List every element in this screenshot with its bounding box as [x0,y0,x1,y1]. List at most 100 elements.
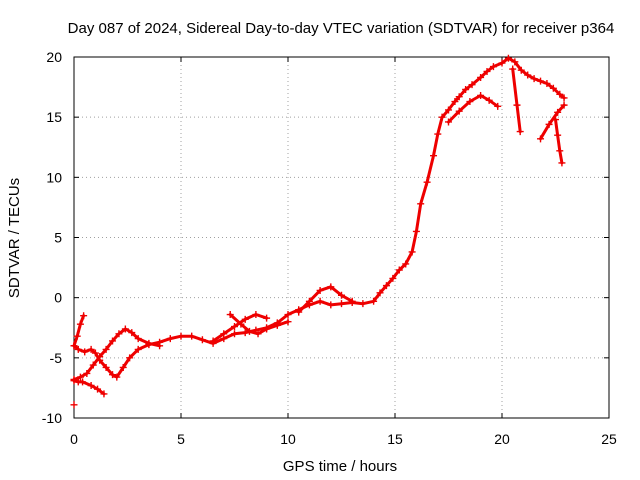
series-line [72,56,566,379]
data-point [284,311,292,319]
data-point [73,332,81,340]
data-point [102,363,110,371]
data-point [305,297,313,305]
data-point [134,345,142,353]
data-point [445,118,452,126]
data-point [359,300,367,308]
data-point [198,336,206,344]
data-point [245,327,253,335]
data-point [511,58,519,66]
data-point [231,323,238,331]
series-line [554,118,564,165]
data-point [554,131,562,139]
data-point [560,94,568,102]
data-point [237,320,245,328]
data-point [376,289,384,297]
data-point [516,128,524,136]
data-point [389,274,397,282]
data-point [412,227,420,235]
series-branch-c [552,116,566,167]
data-point [126,354,134,362]
data-point [74,345,82,353]
y-axis-label: SDTVAR / TECUs [6,178,23,298]
data-point [109,337,117,345]
data-point [530,75,538,83]
data-point [483,67,491,75]
data-point [231,330,238,338]
data-point [489,63,497,71]
data-point [327,283,335,291]
data-point [89,361,97,369]
data-point [504,54,512,62]
data-point [177,332,185,340]
data-point [338,300,345,308]
data-point [455,93,463,101]
data-point [128,329,136,337]
data-point [417,200,425,208]
data-point [423,178,431,186]
data-point [119,363,127,371]
x-tick-label: 15 [387,431,403,447]
x-tick-label: 10 [280,431,296,447]
data-point [76,320,84,328]
data-point [466,98,474,106]
data-point [554,108,562,116]
series-cross-trace-c [295,283,356,316]
data-point [327,301,335,309]
data-point [558,159,566,167]
series-branch-d [537,101,568,143]
data-point [209,337,217,345]
axis-ticks: 0 5 10 15 20 25 -10 -5 0 5 10 15 20 [42,49,617,447]
y-tick-label: -10 [42,410,62,426]
data-point [145,339,153,347]
data-point [451,98,459,106]
data-point [241,329,249,337]
data-point [252,311,260,319]
data-point [477,92,485,100]
data-point [241,315,249,323]
data-point [115,330,123,338]
data-point [517,66,525,74]
y-tick-label: 15 [46,109,62,125]
data-point [70,401,78,409]
data-point [402,260,410,268]
data-point [254,330,262,338]
series-isolated [70,401,78,409]
x-tick-label: 25 [601,431,617,447]
y-tick-label: 10 [46,169,62,185]
x-tick-label: 5 [177,431,185,447]
chart-title: Day 087 of 2024, Sidereal Day-to-day VTE… [68,20,615,37]
series-branch-b [509,65,524,136]
data-point [408,248,416,256]
y-tick-label: 20 [46,49,62,65]
data-point [295,308,303,316]
data-point [263,325,271,333]
y-tick-label: 5 [54,230,62,246]
data-point [96,353,104,361]
y-tick-label: 0 [54,290,62,306]
data-point [166,335,174,343]
data-point [462,85,470,93]
data-point [438,113,446,121]
series-branch-a [445,92,502,126]
data-point [537,77,545,85]
grid-lines [74,57,609,418]
data-point [80,312,88,320]
x-tick-label: 20 [494,431,510,447]
series-line [72,314,86,348]
data-point [70,342,78,350]
data-point [494,102,502,110]
series-early-spike [70,312,88,350]
data-point [94,385,102,393]
data-point [316,286,324,294]
series-main-trace [70,54,568,381]
data-point [468,81,476,89]
series-cross-trace-b [226,311,292,338]
data-point [560,101,568,109]
data-point [549,84,557,92]
series-early-trace [70,377,108,398]
data-point [509,65,517,73]
data-point [445,106,452,114]
data-point [76,373,84,381]
